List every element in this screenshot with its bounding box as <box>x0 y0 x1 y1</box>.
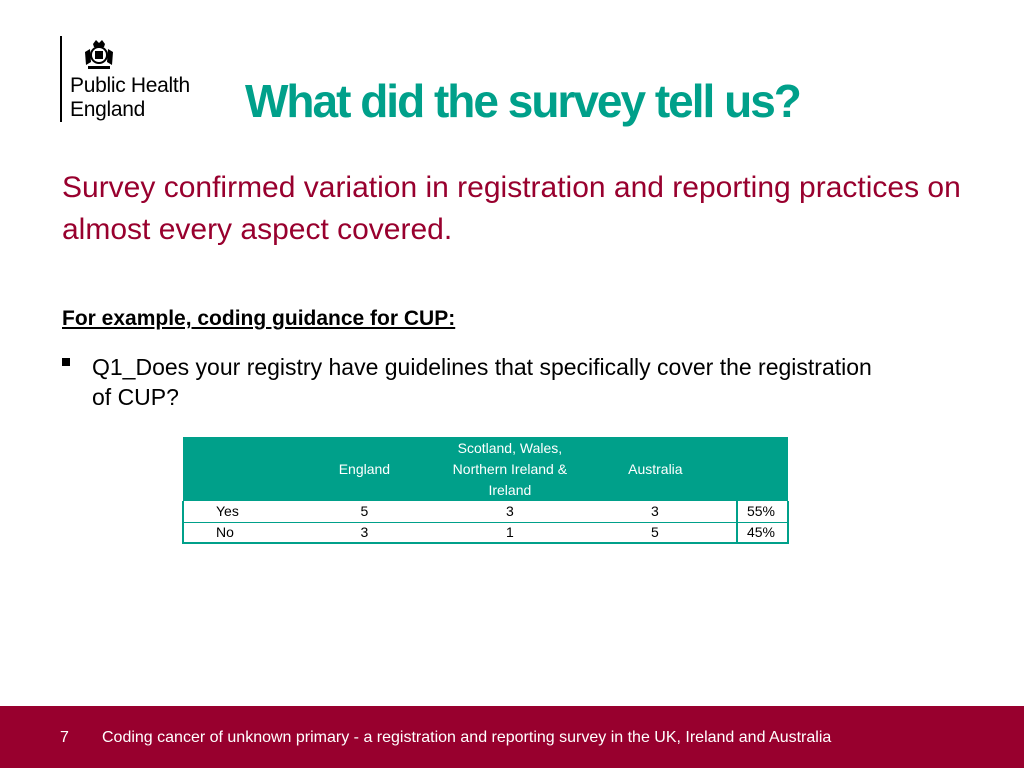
logo-text: Public Health England <box>70 74 190 122</box>
row-label: Yes <box>182 501 283 523</box>
table-row: Yes 5 3 3 55% <box>182 501 789 523</box>
header-line-3: Ireland <box>488 481 532 498</box>
footer-bar: 7 Coding cancer of unknown primary - a r… <box>0 706 1024 768</box>
footer-text: Coding cancer of unknown primary - a reg… <box>102 729 832 746</box>
header-line-2: Northern Ireland & <box>452 460 568 477</box>
logo-line-2: England <box>70 98 145 121</box>
header-percent <box>737 437 788 501</box>
cell-england: 3 <box>282 522 447 544</box>
cell-england: 5 <box>282 501 447 523</box>
slide-subtitle: Survey confirmed variation in registrati… <box>62 171 961 246</box>
header-scotland-wales-ni-ireland: Scotland, Wales, Northern Ireland & Irel… <box>446 437 574 501</box>
cell-australia: 3 <box>573 501 738 523</box>
example-heading: For example, coding guidance for CUP: <box>62 307 456 330</box>
royal-crest-icon <box>85 40 113 69</box>
logo-line-1: Public Health <box>70 74 190 97</box>
slide-title: What did the survey tell us? <box>245 75 802 127</box>
logo-divider <box>60 36 62 122</box>
survey-results-table: England Scotland, Wales, Northern Irelan… <box>182 437 789 544</box>
cell-percent: 45% <box>736 522 789 544</box>
cell-scotland-wales-ni-ireland: 1 <box>446 522 574 544</box>
cell-scotland-wales-ni-ireland: 3 <box>446 501 574 523</box>
phe-logo: Public Health England <box>60 36 220 126</box>
bullet-text: Q1_Does your registry have guidelines th… <box>92 354 872 410</box>
cell-percent: 55% <box>736 501 789 523</box>
cell-australia: 5 <box>573 522 738 544</box>
header-blank <box>183 437 283 501</box>
page-number: 7 <box>60 729 69 746</box>
table-row: No 3 1 5 45% <box>182 522 789 544</box>
header-england: England <box>282 437 447 501</box>
table-header-row: England Scotland, Wales, Northern Irelan… <box>183 437 788 501</box>
header-line-1: Scotland, Wales, <box>457 439 563 456</box>
header-australia: Australia <box>573 437 738 501</box>
row-label: No <box>182 522 283 544</box>
square-bullet-icon <box>62 358 70 366</box>
